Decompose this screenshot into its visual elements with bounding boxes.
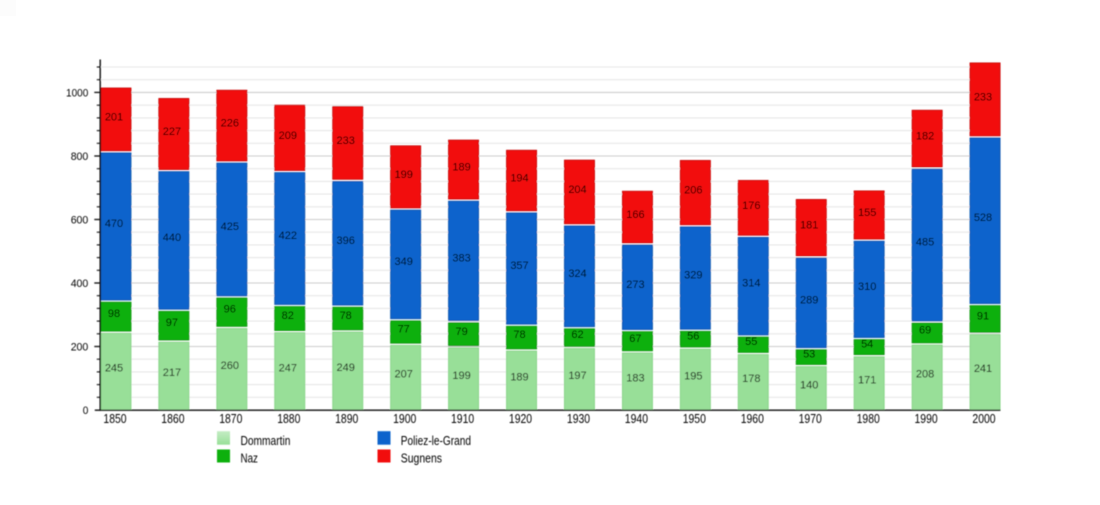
svg-text:1970: 1970 — [799, 412, 822, 426]
svg-text:600: 600 — [71, 214, 89, 226]
svg-text:194: 194 — [510, 173, 528, 185]
svg-text:200: 200 — [71, 341, 89, 353]
svg-text:1940: 1940 — [625, 412, 648, 426]
svg-text:Poliez-le-Grand: Poliez-le-Grand — [401, 434, 471, 448]
svg-text:383: 383 — [452, 252, 470, 264]
svg-text:199: 199 — [452, 370, 470, 382]
svg-text:1860: 1860 — [161, 412, 184, 426]
svg-text:204: 204 — [568, 184, 586, 196]
svg-text:91: 91 — [977, 311, 989, 323]
svg-text:171: 171 — [858, 374, 876, 386]
svg-text:208: 208 — [916, 369, 934, 381]
svg-text:1880: 1880 — [277, 412, 300, 426]
svg-text:54: 54 — [861, 339, 873, 351]
svg-text:Naz: Naz — [241, 452, 258, 466]
svg-text:140: 140 — [800, 379, 818, 391]
svg-text:260: 260 — [221, 360, 239, 372]
svg-text:1980: 1980 — [857, 412, 880, 426]
svg-text:82: 82 — [282, 310, 294, 322]
svg-text:67: 67 — [629, 333, 641, 345]
svg-text:78: 78 — [340, 310, 352, 322]
svg-text:528: 528 — [974, 212, 992, 224]
svg-text:422: 422 — [279, 230, 297, 242]
svg-text:1910: 1910 — [451, 412, 474, 426]
svg-text:207: 207 — [395, 369, 413, 381]
svg-text:96: 96 — [224, 304, 236, 316]
svg-text:201: 201 — [105, 111, 123, 123]
svg-text:Dommartin: Dommartin — [241, 434, 291, 448]
svg-text:56: 56 — [687, 331, 699, 343]
svg-text:1890: 1890 — [335, 412, 358, 426]
svg-text:1900: 1900 — [393, 412, 416, 426]
svg-text:324: 324 — [568, 268, 586, 280]
svg-text:1870: 1870 — [219, 412, 242, 426]
svg-text:396: 396 — [337, 235, 355, 247]
svg-text:273: 273 — [626, 279, 644, 291]
svg-text:233: 233 — [337, 135, 355, 147]
svg-text:289: 289 — [800, 294, 818, 306]
svg-text:0: 0 — [83, 405, 89, 417]
svg-text:178: 178 — [742, 373, 760, 385]
svg-text:329: 329 — [684, 270, 702, 282]
svg-text:440: 440 — [163, 232, 181, 244]
svg-text:800: 800 — [71, 151, 89, 163]
svg-text:310: 310 — [858, 281, 876, 293]
svg-text:79: 79 — [455, 326, 467, 338]
svg-text:425: 425 — [221, 221, 239, 233]
svg-text:2000: 2000 — [972, 412, 995, 426]
svg-text:197: 197 — [568, 370, 586, 382]
svg-text:53: 53 — [803, 349, 815, 361]
svg-text:1960: 1960 — [741, 412, 764, 426]
svg-text:176: 176 — [742, 200, 760, 212]
svg-text:1950: 1950 — [683, 412, 706, 426]
svg-text:1930: 1930 — [567, 412, 590, 426]
svg-text:199: 199 — [395, 169, 413, 181]
svg-text:227: 227 — [163, 126, 181, 138]
svg-text:349: 349 — [395, 256, 413, 268]
svg-text:249: 249 — [337, 362, 355, 374]
svg-text:77: 77 — [398, 324, 410, 336]
svg-text:314: 314 — [742, 278, 760, 290]
svg-text:217: 217 — [163, 367, 181, 379]
svg-text:209: 209 — [279, 130, 297, 142]
svg-text:Sugnens: Sugnens — [401, 452, 442, 466]
svg-text:98: 98 — [108, 308, 120, 320]
svg-text:357: 357 — [510, 260, 528, 272]
svg-text:189: 189 — [510, 372, 528, 384]
svg-text:247: 247 — [279, 362, 297, 374]
svg-text:69: 69 — [919, 325, 931, 337]
svg-text:1000: 1000 — [66, 87, 88, 99]
svg-text:181: 181 — [800, 220, 818, 232]
svg-text:400: 400 — [71, 278, 89, 290]
svg-text:155: 155 — [858, 207, 876, 219]
svg-text:206: 206 — [684, 185, 702, 197]
svg-text:78: 78 — [513, 329, 525, 341]
svg-text:62: 62 — [571, 329, 583, 341]
svg-text:226: 226 — [221, 118, 239, 130]
svg-text:195: 195 — [684, 371, 702, 383]
svg-text:241: 241 — [974, 363, 992, 375]
svg-text:166: 166 — [626, 209, 644, 221]
svg-text:182: 182 — [916, 131, 934, 143]
svg-text:55: 55 — [745, 336, 757, 348]
svg-text:485: 485 — [916, 237, 934, 249]
svg-text:183: 183 — [626, 372, 644, 384]
svg-text:97: 97 — [166, 317, 178, 329]
svg-text:1920: 1920 — [509, 412, 532, 426]
svg-text:1990: 1990 — [915, 412, 938, 426]
svg-text:233: 233 — [974, 91, 992, 103]
svg-text:245: 245 — [105, 363, 123, 375]
svg-text:1850: 1850 — [103, 412, 126, 426]
svg-text:470: 470 — [105, 218, 123, 230]
svg-text:189: 189 — [452, 162, 470, 174]
